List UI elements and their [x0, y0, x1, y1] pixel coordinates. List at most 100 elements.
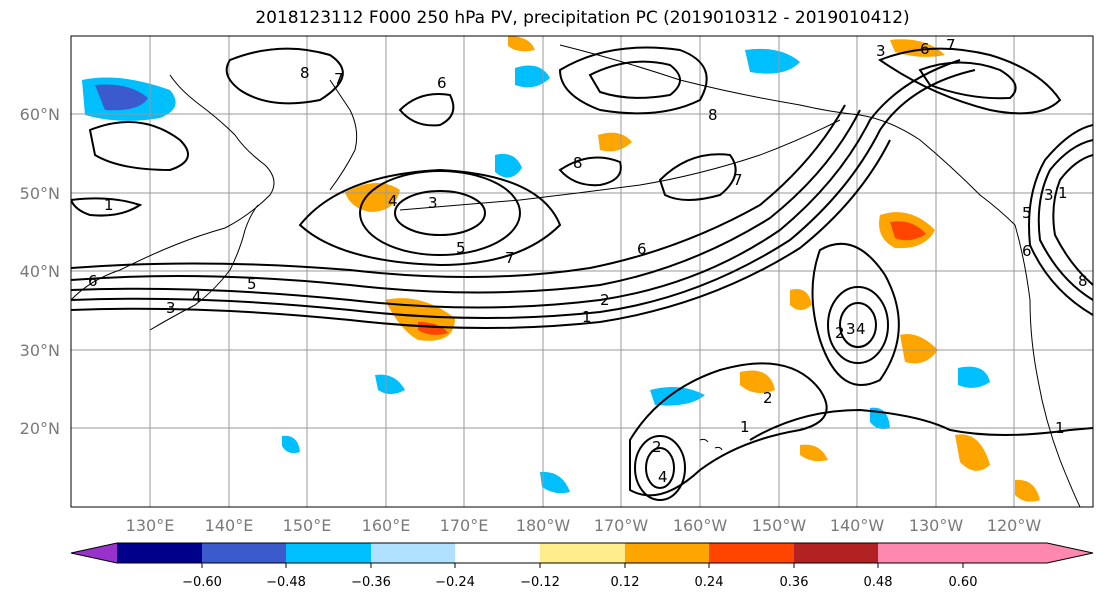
- precip-blob: [95, 84, 148, 111]
- colorbar-segment: [709, 543, 794, 563]
- colorbar-tick-label: −0.48: [266, 575, 306, 590]
- lat-label: 40°N: [20, 262, 60, 281]
- pv-contour: [1028, 124, 1093, 316]
- lat-label: 50°N: [20, 184, 60, 203]
- lon-label: 170°W: [594, 516, 649, 535]
- contour-label: 3: [428, 194, 438, 212]
- coastline-north-america: [1014, 224, 1081, 507]
- pv-contour: [839, 302, 877, 348]
- colorbar: −0.60 −0.48 −0.36 −0.24 −0.12 0.12 0.24 …: [70, 542, 1094, 590]
- colorbar-segment: [371, 543, 455, 563]
- pv-contour: [88, 121, 189, 172]
- contour-label: 7: [505, 249, 515, 267]
- pv-contour: [71, 59, 961, 309]
- pv-contour: [71, 139, 891, 330]
- colorbar-segment: [202, 543, 286, 563]
- contour-label: 1: [740, 418, 750, 436]
- pv-contour: [71, 69, 976, 320]
- contour-label: 3: [876, 42, 886, 60]
- colorbar-segment: [117, 543, 202, 563]
- contour-label: 1: [104, 196, 114, 214]
- pv-contour: [827, 286, 889, 364]
- contour-label: 1: [1058, 184, 1068, 202]
- contour-label: 7: [733, 171, 743, 189]
- contour-label: 2: [600, 291, 610, 309]
- precip-blob: [800, 444, 828, 462]
- contour-label: 3: [846, 320, 856, 338]
- pv-contours: [71, 46, 1093, 501]
- contour-label: 6: [1022, 242, 1032, 260]
- pv-contour: [394, 190, 486, 236]
- precip-blob: [1015, 479, 1040, 502]
- lon-label: 180°W: [516, 516, 571, 535]
- precip-blob: [790, 289, 812, 310]
- contour-label: 3: [166, 299, 176, 317]
- contour-label: 8: [708, 106, 718, 124]
- precip-blob: [495, 153, 522, 178]
- precip-blob: [418, 322, 448, 335]
- coastline-kamchatka: [329, 79, 358, 191]
- contour-label: 5: [247, 275, 257, 293]
- contour-label-group: 8 7 6 4 3 5 7 6 8 8 7 6 5 4 3 2 1 2 1 2 …: [88, 36, 1088, 486]
- precip-blob: [540, 471, 570, 494]
- coastline-japan: [149, 204, 259, 331]
- contour-label: 2: [835, 324, 845, 342]
- lat-label: 20°N: [20, 419, 60, 438]
- pv-contour: [658, 153, 737, 201]
- colorbar-segment: [286, 543, 371, 563]
- precip-blob: [282, 435, 300, 454]
- pv-contour: [749, 408, 1093, 441]
- pv-contour: [918, 61, 1017, 100]
- colorbar-tick-label: 0.12: [611, 575, 640, 590]
- colorbar-tick-label: 0.24: [695, 575, 724, 590]
- coastline-aleutians: [399, 119, 841, 211]
- contour-label: 2: [652, 438, 662, 456]
- pv-contour: [634, 435, 686, 501]
- pv-contour: [71, 104, 846, 278]
- precip-blob: [515, 65, 550, 88]
- lon-label: 160°W: [673, 516, 728, 535]
- pv-contour: [71, 197, 143, 217]
- precip-blob: [740, 370, 775, 394]
- colorbar-tick-label: 0.60: [949, 575, 978, 590]
- precip-blob: [890, 221, 926, 241]
- contour-label: 6: [437, 74, 447, 92]
- contour-label: 8: [573, 154, 583, 172]
- pv-contour: [645, 447, 675, 489]
- pv-contour: [629, 362, 828, 497]
- lon-labels: 130°E 140°E 150°E 160°E 170°E 180°W 170°…: [126, 516, 1042, 535]
- contour-label: 6: [88, 272, 98, 290]
- contour-label: 1: [1055, 419, 1065, 437]
- contour-label: 8: [300, 64, 310, 82]
- lon-label: 160°E: [362, 516, 411, 535]
- contour-label: 1: [582, 308, 592, 326]
- precip-blob: [745, 48, 800, 74]
- lon-label: 130°W: [909, 516, 964, 535]
- contour-label: 2: [763, 389, 773, 407]
- pv-contour: [558, 156, 622, 187]
- colorbar-ticks: [201, 563, 964, 568]
- colorbar-outline: [70, 542, 1094, 564]
- lon-label: 140°W: [830, 516, 885, 535]
- colorbar-segment: [794, 543, 878, 563]
- pv-contour: [71, 109, 861, 294]
- colorbar-segment: [878, 543, 1093, 563]
- colorbar-segment: [540, 543, 625, 563]
- lat-labels: 60°N 50°N 40°N 30°N 20°N: [20, 105, 60, 438]
- contour-label: 6: [920, 40, 930, 58]
- precip-blob: [900, 334, 938, 364]
- colorbar-tick-label: 0.36: [780, 575, 809, 590]
- colorbar-tick-label: 0.48: [864, 575, 893, 590]
- precip-blob: [508, 36, 535, 52]
- lon-label: 140°E: [205, 516, 254, 535]
- colorbar-segment: [625, 543, 709, 563]
- map-frame: [70, 35, 1094, 508]
- contour-label: 4: [192, 288, 202, 306]
- lon-label: 150°E: [283, 516, 332, 535]
- precip-blob: [955, 434, 990, 471]
- contour-label: 7: [334, 70, 344, 88]
- coastline-asia: [71, 74, 275, 301]
- contour-label: 3: [1044, 186, 1054, 204]
- contour-label: 4: [388, 192, 398, 210]
- pv-contour: [877, 47, 1062, 115]
